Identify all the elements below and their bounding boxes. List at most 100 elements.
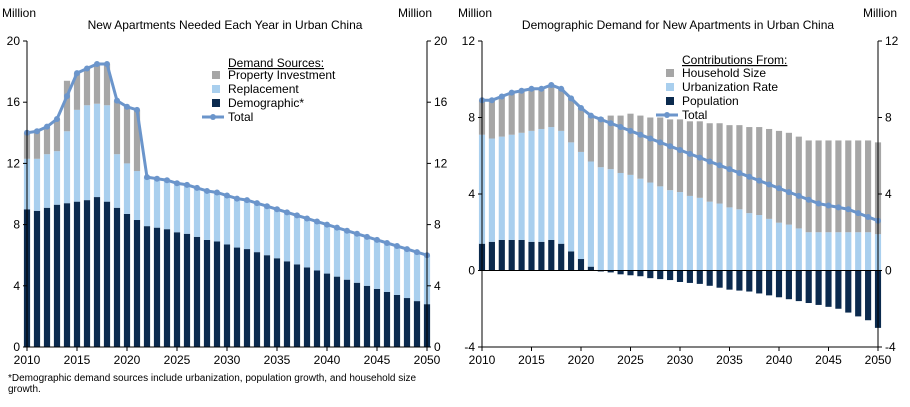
bar-population-2021 <box>587 266 594 271</box>
bar-population-2029 <box>667 270 674 281</box>
legend-label-household-size: Household Size <box>682 66 766 80</box>
bar-urbanization-rate-2044 <box>815 232 822 271</box>
bar-population-2011 <box>488 241 495 271</box>
bar-household-size-2022 <box>597 117 604 168</box>
bar-demographic-2013 <box>53 204 61 347</box>
right-axis-unit: Million <box>398 6 432 20</box>
bar-replacement-2021 <box>133 171 141 221</box>
legend-swatch-demographic <box>212 99 220 107</box>
bar-household-size-2011 <box>488 100 495 139</box>
total-point-2029 <box>667 143 674 150</box>
bar-replacement-2011 <box>33 158 41 211</box>
bar-property-investment-2017 <box>93 63 101 104</box>
bar-demographic-2017 <box>93 197 101 347</box>
bar-property-investment-2011 <box>33 131 41 159</box>
total-point-2034 <box>264 203 270 210</box>
bar-household-size-2045 <box>825 140 832 233</box>
total-point-2015 <box>74 70 80 77</box>
bar-household-size-2030 <box>676 119 684 193</box>
bar-urbanization-rate-2045 <box>825 232 832 271</box>
xtick-label: 2030 <box>214 353 241 367</box>
bar-replacement-2035 <box>273 209 281 259</box>
xtick-label: 2050 <box>414 353 441 367</box>
bar-population-2025 <box>627 270 634 276</box>
bar-population-2048 <box>855 270 862 317</box>
legend: Demand Sources:Property InvestmentReplac… <box>202 56 336 124</box>
bar-population-2016 <box>538 241 545 271</box>
right-ytick-label: 16 <box>434 95 448 109</box>
total-point-2042 <box>795 192 802 199</box>
bar-urbanization-rate-2030 <box>676 192 684 271</box>
bar-urbanization-rate-2048 <box>855 232 862 271</box>
bar-replacement-2017 <box>93 103 101 198</box>
total-point-2029 <box>214 189 220 196</box>
total-point-2014 <box>518 87 525 94</box>
right-axis-unit: Million <box>863 6 897 20</box>
bar-household-size-2031 <box>686 121 693 196</box>
total-point-2037 <box>294 212 300 219</box>
bar-urbanization-rate-2015 <box>528 130 535 242</box>
bar-replacement-2014 <box>63 131 71 204</box>
bar-urbanization-rate-2038 <box>756 215 763 271</box>
total-point-2022 <box>597 116 604 123</box>
left-ytick-label: -4 <box>464 340 475 354</box>
bar-household-size-2036 <box>736 125 743 210</box>
bar-household-size-2044 <box>815 140 822 233</box>
bar-urbanization-rate-2037 <box>746 213 753 271</box>
bar-demographic-2033 <box>253 252 261 347</box>
bar-replacement-2037 <box>293 215 301 265</box>
bar-urbanization-rate-2020 <box>577 151 585 260</box>
legend-label-replacement: Replacement <box>228 82 299 96</box>
total-point-2045 <box>374 236 380 243</box>
bar-household-size-2018 <box>558 88 565 131</box>
bar-demographic-2041 <box>333 276 341 347</box>
bar-replacement-2031 <box>233 198 241 248</box>
total-point-2037 <box>746 173 753 180</box>
bar-replacement-2046 <box>383 242 391 292</box>
xtick-label: 2045 <box>815 353 842 367</box>
bar-household-size-2040 <box>775 130 783 223</box>
bar-replacement-2036 <box>283 212 291 262</box>
bar-household-size-2037 <box>746 127 753 214</box>
bar-urbanization-rate-2042 <box>795 228 802 271</box>
xtick-label: 2045 <box>364 353 391 367</box>
total-point-2027 <box>647 135 654 142</box>
legend: Contributions From:Household SizeUrbaniz… <box>656 53 787 122</box>
bar-property-investment-2019 <box>113 100 121 155</box>
bar-urbanization-rate-2039 <box>766 218 773 271</box>
bar-urbanization-rate-2032 <box>696 197 703 271</box>
bar-replacement-2013 <box>53 151 61 205</box>
total-point-2013 <box>54 116 60 123</box>
total-point-2013 <box>508 89 515 96</box>
total-point-2018 <box>104 60 110 67</box>
total-point-2017 <box>548 81 555 88</box>
right-ytick-label: 20 <box>434 34 448 48</box>
bar-demographic-2035 <box>273 258 281 347</box>
bar-urbanization-rate-2026 <box>637 178 644 271</box>
bar-demographic-2018 <box>103 201 111 347</box>
bar-demographic-2014 <box>63 203 71 347</box>
bar-household-size-2026 <box>637 115 644 179</box>
bar-urbanization-rate-2021 <box>587 161 594 267</box>
legend-swatch-total-marker <box>664 112 670 118</box>
bar-replacement-2018 <box>103 105 111 202</box>
bar-demographic-2040 <box>323 273 331 347</box>
total-point-2039 <box>766 181 773 188</box>
chart-title: Demographic Demand for New Apartments in… <box>522 18 834 32</box>
total-point-2021 <box>587 112 594 119</box>
bar-urbanization-rate-2018 <box>558 130 565 244</box>
xtick-label: 2025 <box>164 353 191 367</box>
bar-property-investment-2013 <box>53 119 61 152</box>
total-point-2040 <box>776 185 782 192</box>
total-point-2022 <box>144 174 150 181</box>
bar-population-2044 <box>815 270 822 305</box>
bar-demographic-2021 <box>133 220 141 347</box>
total-point-2025 <box>174 180 180 187</box>
bar-household-size-2019 <box>568 98 575 143</box>
bar-household-size-2049 <box>865 140 872 233</box>
total-point-2025 <box>627 127 634 134</box>
legend-label-total: Total <box>682 108 707 122</box>
bar-household-size-2038 <box>756 127 763 216</box>
total-point-2047 <box>845 206 852 213</box>
bar-population-2036 <box>736 270 743 291</box>
